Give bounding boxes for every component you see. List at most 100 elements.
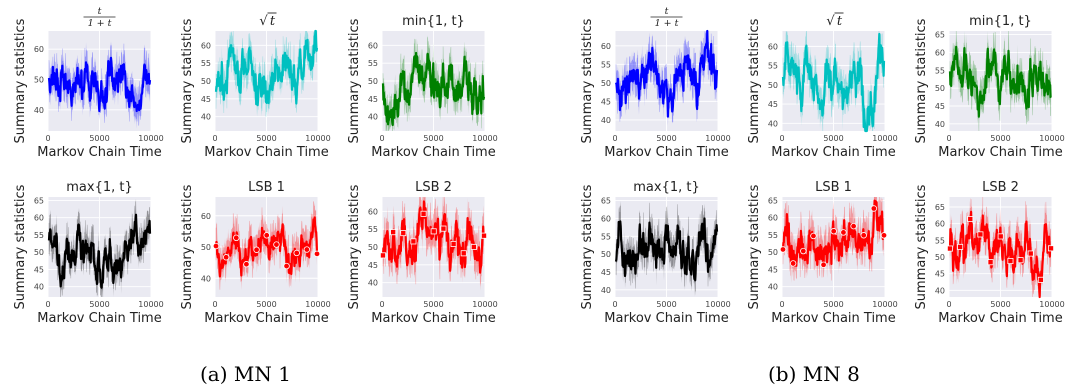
panel-title: max{1, t} bbox=[633, 180, 700, 195]
x-axis-label: Markov Chain Time bbox=[204, 145, 328, 160]
x-axis-label: Markov Chain Time bbox=[938, 145, 1062, 160]
x-axis-label: Markov Chain Time bbox=[37, 145, 161, 160]
y-tick-label: 60 bbox=[601, 214, 611, 223]
series-marker bbox=[880, 232, 888, 239]
series-marker bbox=[263, 232, 270, 239]
y-tick-label: 60 bbox=[601, 42, 611, 51]
series-marker bbox=[233, 234, 240, 242]
x-tick-label: 10000 bbox=[138, 300, 163, 309]
y-tick-label: 50 bbox=[768, 248, 778, 257]
y-tick-label: 50 bbox=[368, 77, 378, 86]
x-tick-label: 0 bbox=[779, 134, 784, 143]
title-denominator: 1 + t bbox=[655, 18, 679, 29]
series-marker bbox=[303, 246, 311, 253]
x-tick-label: 5000 bbox=[823, 134, 843, 143]
series-marker bbox=[1007, 258, 1014, 265]
x-tick-label: 5000 bbox=[656, 134, 676, 143]
y-axis-label: Summary statistics bbox=[914, 184, 929, 309]
y-tick-label: 65 bbox=[601, 197, 611, 206]
panel-title: min{1, t} bbox=[969, 14, 1032, 29]
panel-title: max{1, t} bbox=[66, 180, 133, 195]
panel-a-sqrt: 40 45 50 55 60 0 5000 10000 Markov Chain Time Sum… bbox=[180, 12, 331, 160]
y-tick-label: 60 bbox=[768, 214, 778, 223]
y-tick-label: 65 bbox=[935, 31, 945, 40]
y-tick-label: 40 bbox=[768, 119, 778, 128]
panel-title: LSB 1 bbox=[248, 180, 285, 195]
series-marker bbox=[379, 252, 386, 259]
x-axis-label: Markov Chain Time bbox=[371, 311, 495, 326]
x-tick-label: 10000 bbox=[472, 300, 497, 309]
series-marker bbox=[313, 250, 321, 258]
y-tick-label: 50 bbox=[201, 77, 211, 86]
title-variable: t bbox=[270, 14, 276, 29]
series-envelope bbox=[49, 41, 150, 129]
y-tick-label: 45 bbox=[601, 97, 611, 106]
x-tick-label: 5000 bbox=[423, 300, 443, 309]
x-tick-label: 5000 bbox=[990, 300, 1010, 309]
series-marker bbox=[480, 232, 487, 239]
series-marker bbox=[947, 245, 954, 252]
y-tick-label: 60 bbox=[34, 45, 44, 54]
y-tick-label: 50 bbox=[601, 79, 611, 88]
panel-a-max: 40 45 50 55 60 65 0 5000 10000 Markov Chain Time S… bbox=[13, 180, 164, 326]
panel-b-max: 40 45 50 55 60 65 0 5000 10000 Markov Chain Time S… bbox=[580, 180, 731, 326]
panel-b-lsb2: 40 45 50 55 60 65 0 5000 10000 Markov Chain Time S… bbox=[914, 180, 1065, 326]
title-radical: √ bbox=[259, 14, 268, 29]
y-tick-label: 55 bbox=[768, 62, 778, 71]
x-axis-label: Markov Chain Time bbox=[771, 311, 895, 326]
y-axis-label: Summary statistics bbox=[747, 18, 762, 143]
series-marker bbox=[1017, 257, 1024, 264]
y-tick-label: 55 bbox=[34, 231, 44, 240]
y-tick-label: 45 bbox=[935, 270, 945, 279]
series-marker bbox=[470, 243, 477, 250]
y-tick-label: 65 bbox=[34, 196, 44, 205]
x-tick-label: 10000 bbox=[1039, 300, 1064, 309]
y-tick-label: 50 bbox=[768, 81, 778, 90]
series-line bbox=[614, 217, 719, 282]
series-marker bbox=[840, 229, 847, 236]
panel-title: t1 + t bbox=[650, 6, 683, 29]
y-tick-label: 60 bbox=[368, 207, 378, 216]
series-marker bbox=[1027, 250, 1034, 257]
y-tick-label: 40 bbox=[34, 283, 44, 292]
title-denominator: 1 + t bbox=[88, 18, 112, 29]
series-marker bbox=[800, 247, 807, 255]
series-marker bbox=[779, 246, 787, 253]
series-marker bbox=[850, 222, 857, 230]
series-marker bbox=[222, 254, 230, 261]
panel-b-lsb1: 40 45 50 55 60 65 0 5000 10000 Markov Chain Time S… bbox=[747, 180, 898, 326]
series-line bbox=[214, 29, 319, 107]
y-tick-label: 60 bbox=[34, 214, 44, 223]
panel-title: LSB 2 bbox=[982, 180, 1019, 195]
series-marker bbox=[977, 231, 984, 238]
series-line bbox=[47, 213, 152, 289]
panel-b-min: 40 45 50 55 60 65 0 5000 10000 Markov Chain Time S… bbox=[914, 14, 1065, 160]
series-marker bbox=[830, 228, 837, 235]
caption-a: (a) MN 1 bbox=[200, 362, 291, 386]
title-numerator: t bbox=[665, 6, 669, 17]
panel-title: LSB 2 bbox=[415, 180, 452, 195]
y-tick-label: 55 bbox=[601, 232, 611, 241]
x-tick-label: 0 bbox=[45, 134, 50, 143]
x-tick-label: 10000 bbox=[705, 300, 730, 309]
series-line bbox=[47, 56, 152, 113]
panel-a-t1: 40 50 60 0 5000 10000 Markov Chain Time Summary… bbox=[13, 6, 164, 160]
title-numerator: t bbox=[98, 6, 102, 17]
series-marker bbox=[243, 261, 250, 268]
x-tick-label: 0 bbox=[212, 134, 217, 143]
x-tick-label: 10000 bbox=[705, 134, 730, 143]
y-tick-label: 50 bbox=[34, 248, 44, 257]
x-tick-label: 10000 bbox=[872, 134, 897, 143]
y-tick-label: 40 bbox=[768, 283, 778, 292]
series-marker bbox=[253, 246, 260, 253]
series-marker bbox=[820, 261, 827, 268]
y-tick-label: 50 bbox=[368, 243, 378, 252]
x-axis-label: Markov Chain Time bbox=[37, 311, 161, 326]
y-axis-label: Summary statistics bbox=[747, 184, 762, 309]
x-tick-label: 5000 bbox=[256, 134, 276, 143]
y-tick-label: 40 bbox=[935, 286, 945, 295]
y-axis-label: Summary statistics bbox=[180, 184, 195, 309]
x-axis-label: Markov Chain Time bbox=[604, 145, 728, 160]
y-axis-label: Summary statistics bbox=[180, 18, 195, 143]
